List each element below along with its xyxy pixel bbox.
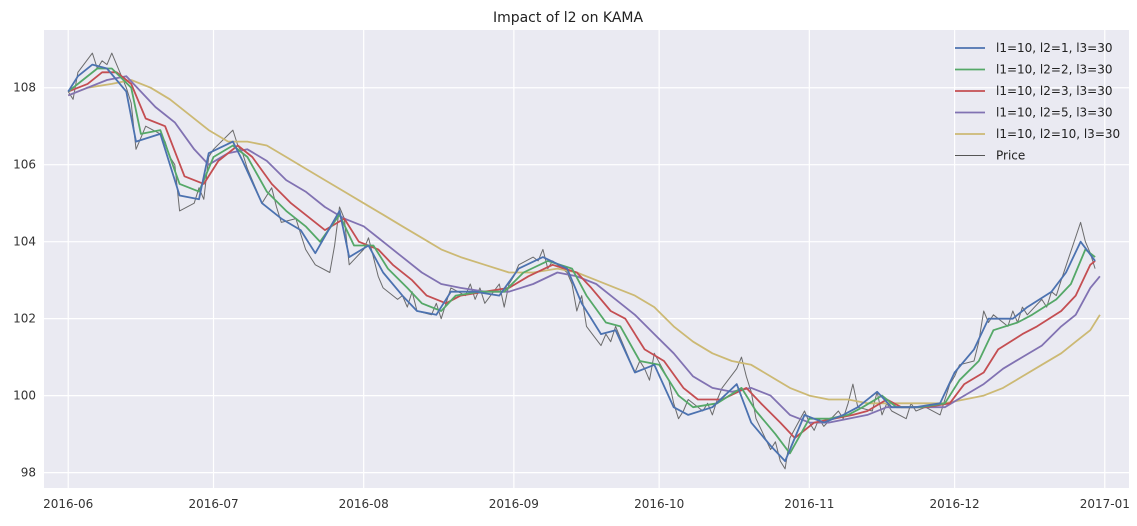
x-tick-label: 2016-06 bbox=[43, 497, 93, 511]
y-tick-label: 104 bbox=[13, 235, 36, 249]
plot-area bbox=[44, 30, 1129, 488]
legend-label: l1=10, l2=5, l3=30 bbox=[996, 106, 1113, 120]
chart-title: Impact of l2 on KAMA bbox=[493, 10, 644, 26]
series-line-0 bbox=[67, 63, 1096, 462]
y-tick-label: 98 bbox=[21, 466, 36, 480]
series-lines bbox=[67, 52, 1101, 470]
x-tick-label: 2016-12 bbox=[930, 497, 980, 511]
legend: l1=10, l2=1, l3=30 l1=10, l2=2, l3=30 l1=1… bbox=[955, 41, 1120, 163]
legend-label: Price bbox=[996, 149, 1025, 163]
x-axis-tick-labels: 2016-06 2016-07 2016-08 2016-09 2016-10 2016-… bbox=[43, 497, 1130, 511]
x-tick-label: 2016-08 bbox=[339, 497, 389, 511]
legend-label: l1=10, l2=3, l3=30 bbox=[996, 84, 1113, 98]
legend-label: l1=10, l2=2, l3=30 bbox=[996, 63, 1113, 77]
y-tick-label: 106 bbox=[13, 158, 36, 172]
x-tick-label: 2016-10 bbox=[634, 497, 684, 511]
y-tick-label: 108 bbox=[13, 81, 36, 95]
legend-label: l1=10, l2=1, l3=30 bbox=[996, 41, 1113, 55]
gridlines bbox=[44, 30, 1129, 488]
x-tick-label: 2016-09 bbox=[489, 497, 539, 511]
legend-label: l1=10, l2=10, l3=30 bbox=[996, 127, 1120, 141]
y-tick-label: 102 bbox=[13, 312, 36, 326]
x-tick-label: 2017-01 bbox=[1080, 497, 1130, 511]
x-tick-label: 2016-07 bbox=[188, 497, 238, 511]
x-tick-label: 2016-11 bbox=[784, 497, 834, 511]
y-tick-label: 100 bbox=[13, 389, 36, 403]
y-axis-tick-labels: 98 100 102 104 106 108 bbox=[13, 81, 36, 480]
